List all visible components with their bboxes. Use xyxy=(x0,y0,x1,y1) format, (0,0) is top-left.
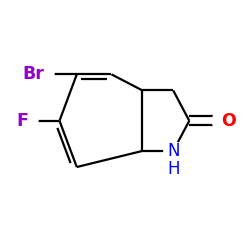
Text: O: O xyxy=(222,112,236,130)
Text: Br: Br xyxy=(23,65,45,83)
Circle shape xyxy=(212,112,231,130)
Circle shape xyxy=(35,65,54,84)
Text: H: H xyxy=(167,160,179,178)
Text: F: F xyxy=(17,112,28,130)
Text: N: N xyxy=(167,142,179,160)
Circle shape xyxy=(19,112,38,130)
Circle shape xyxy=(164,142,182,160)
